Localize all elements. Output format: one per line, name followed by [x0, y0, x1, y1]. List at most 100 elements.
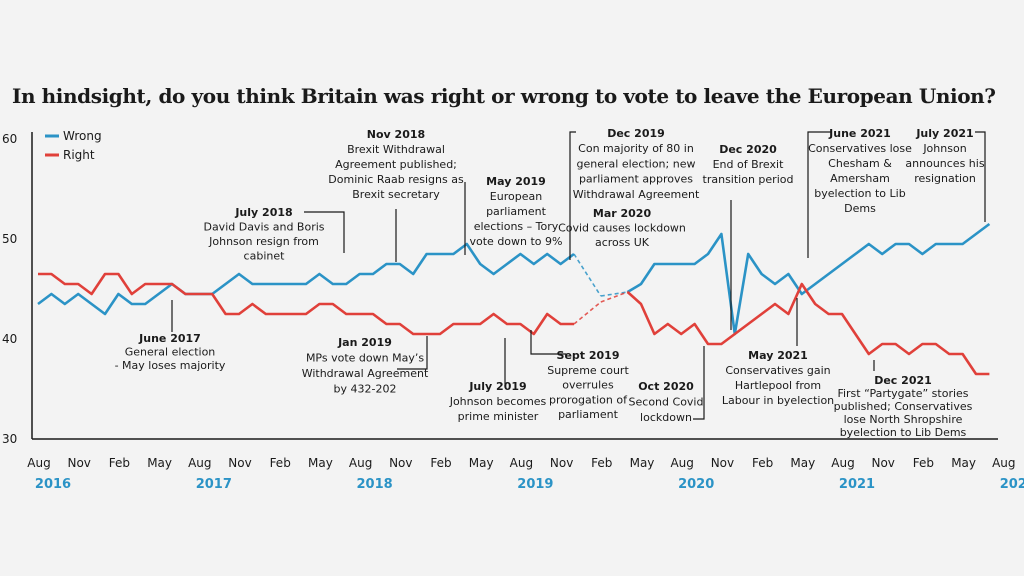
annotation-line: David Davis and Boris [203, 221, 324, 234]
annotation-line: Withdrawal Agreement [573, 188, 700, 201]
annotation-date: Sept 2019 [557, 349, 620, 362]
annotation-line: prorogation of [549, 393, 628, 406]
gap-dashed-line [573, 301, 602, 325]
series-line-wrong [626, 222, 991, 336]
x-tick-label: May [308, 456, 333, 470]
x-tick-label: Nov [711, 456, 734, 470]
x-tick-label: Feb [591, 456, 612, 470]
year-label: 2022 [1000, 477, 1024, 492]
annotation-june2021: June 2021 Conservatives lose Chesham & Amer… [807, 127, 912, 258]
annotation-date: May 2019 [486, 175, 546, 188]
annotation-text: July 2021 Johnson announces his resignation [905, 127, 984, 185]
annotation-line: prime minister [458, 410, 539, 423]
annotation-line: Withdrawal Agreement [302, 367, 429, 380]
annotation-line: across UK [595, 236, 650, 249]
annotation-sept2019: Sept 2019 Supreme court overrules prorogati… [530, 330, 629, 421]
year-label: 2019 [517, 477, 553, 492]
annotation-line: - May loses majority [115, 359, 226, 372]
chart-title: In hindsight, do you think Britain was r… [12, 84, 996, 108]
annotation-line: Johnson resign from [208, 235, 319, 248]
annotation-line: Agreement published; [335, 158, 457, 171]
annotation-line: Con majority of 80 in [578, 142, 694, 155]
annotation-july2018: July 2018 David Davis and Boris Johnson re… [203, 206, 345, 263]
x-tick-label: Aug [510, 456, 533, 470]
x-tick-label: Nov [550, 456, 573, 470]
x-tick-label: Aug [27, 456, 50, 470]
annotation-june2017: June 2017 General election - May loses maj… [115, 300, 226, 372]
annotation-line: lose North Shropshire [844, 413, 963, 426]
annotation-line: Labour in byelection [722, 394, 834, 407]
annotation-leader-line [530, 330, 566, 355]
annotation-text: Dec 2021 First “Partygate” stories publish… [834, 374, 973, 439]
annotation-date: May 2021 [748, 349, 808, 362]
annotation-line: by 432-202 [334, 383, 397, 396]
annotation-line: End of Brexit [713, 158, 784, 171]
annotation-text: June 2017 General election - May loses maj… [115, 332, 226, 372]
x-tick-label: May [147, 456, 172, 470]
annotation-text: June 2021 Conservatives lose Chesham & Amer… [808, 127, 912, 215]
annotation-line: Hartlepool from [735, 379, 821, 392]
year-label: 2020 [678, 477, 714, 492]
annotation-text: July 2018 David Davis and Boris Johnson re… [203, 206, 324, 263]
legend-label-wrong: Wrong [63, 129, 102, 143]
annotation-line: European [490, 190, 542, 203]
annotation-line: general election; new [577, 157, 696, 170]
annotation-text: Sept 2019 Supreme court overrules prorogati… [547, 349, 629, 421]
annotation-line: Conservatives gain [725, 364, 830, 377]
annotation-may2019: May 2019 European parliament elections – To… [464, 175, 563, 255]
annotation-line: Conservatives lose [808, 142, 912, 155]
annotation-text: Mar 2020 Covid causes lockdown across UK [558, 207, 686, 249]
annotation-date: July 2019 [468, 380, 526, 393]
x-tick-label: Aug [992, 456, 1015, 470]
x-tick-label: Feb [752, 456, 773, 470]
year-label: 2021 [839, 477, 875, 492]
annotation-date: Dec 2021 [874, 374, 932, 387]
annotation-date: Dec 2019 [607, 127, 665, 140]
annotation-text: Nov 2018 Brexit Withdrawal Agreement publi… [328, 128, 464, 201]
annotation-leader-line [807, 131, 832, 258]
annotation-date: July 2021 [915, 127, 973, 140]
x-tick-label: Feb [913, 456, 934, 470]
annotation-may2021: May 2021 Conservatives gain Hartlepool fro… [722, 298, 834, 407]
annotation-date: Oct 2020 [638, 380, 694, 393]
annotation-line: Supreme court [547, 364, 629, 377]
x-tick-label: May [790, 456, 815, 470]
annotation-leader-line [693, 346, 705, 420]
x-tick-label: May [630, 456, 655, 470]
annotation-date: June 2021 [828, 127, 891, 140]
series-line-right [38, 272, 574, 336]
annotation-line: byelection to Lib [814, 187, 905, 200]
annotation-date: June 2017 [138, 332, 201, 345]
x-tick-label: Feb [270, 456, 291, 470]
annotation-line: lockdown [640, 411, 692, 424]
annotation-text: Dec 2019 Con majority of 80 in general ele… [573, 127, 700, 201]
annotation-date: Jan 2019 [337, 336, 392, 349]
annotation-leader-line [975, 131, 986, 222]
annotation-line: transition period [703, 173, 794, 186]
annotation-line: MPs vote down May’s [306, 352, 424, 365]
annotation-text: May 2019 European parliament elections – To… [470, 175, 563, 248]
annotation-line: Johnson becomes [449, 395, 547, 408]
x-tick-label: Aug [670, 456, 693, 470]
x-tick-label: Aug [188, 456, 211, 470]
annotation-dec2020: Dec 2020 End of Brexit transition period [703, 143, 794, 330]
annotation-line: Dominic Raab resigns as [328, 173, 464, 186]
annotation-line: resignation [914, 172, 976, 185]
annotation-line: parliament approves [579, 173, 693, 186]
year-label: 2017 [196, 477, 232, 492]
annotation-dec2021: Dec 2021 First “Partygate” stories publish… [834, 360, 973, 439]
annotation-line: vote down to 9% [470, 235, 563, 248]
legend-label-right: Right [63, 148, 95, 162]
annotation-line: cabinet [244, 250, 286, 263]
annotation-line: published; Conservatives [834, 400, 973, 413]
series-line-right [626, 282, 990, 376]
y-tick-label: 40 [2, 332, 17, 346]
annotation-line: Chesham & [828, 157, 892, 170]
y-tick-label: 50 [2, 232, 17, 246]
annotation-mar2020: Mar 2020 Covid causes lockdown across UK [558, 207, 686, 249]
annotation-leader-line [397, 336, 428, 370]
annotation-text: May 2021 Conservatives gain Hartlepool fro… [722, 349, 834, 407]
x-tick-label: Nov [871, 456, 894, 470]
annotation-line: Covid causes lockdown [558, 222, 686, 235]
annotation-line: parliament [486, 205, 547, 218]
